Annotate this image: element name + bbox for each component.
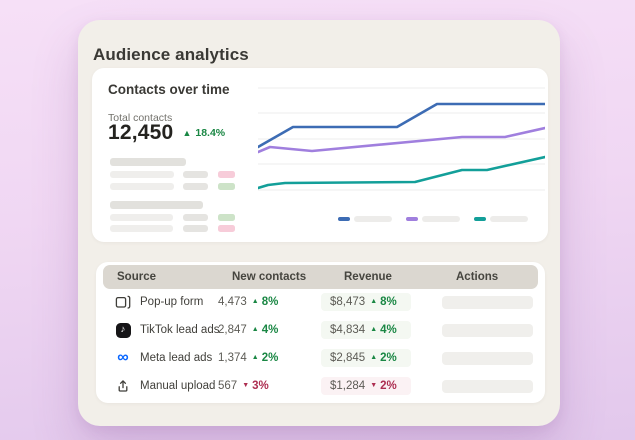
legend-label-placeholder xyxy=(354,216,392,222)
skeleton-group-header xyxy=(110,158,186,166)
manual-upload-icon xyxy=(115,378,131,394)
revenue-cell: $4,834 ▲ 4% xyxy=(321,321,442,339)
legend-label-placeholder xyxy=(490,216,528,222)
legend-swatch xyxy=(474,217,486,221)
legend-label-placeholder xyxy=(422,216,460,222)
skeleton-bar xyxy=(110,225,173,232)
revenue-delta: ▲ 8% xyxy=(370,296,397,308)
legend-swatch xyxy=(406,217,418,221)
chart-line-series-1 xyxy=(258,102,545,149)
revenue-cell: $2,845 ▲ 2% xyxy=(321,349,442,367)
revenue-cell: $1,284 ▼ 2% xyxy=(321,377,442,395)
col-header-revenue: Revenue xyxy=(344,271,392,283)
table-header-row: Source New contacts Revenue Actions xyxy=(103,265,538,289)
contacts-chart xyxy=(258,87,545,191)
up-arrow-icon: ▲ xyxy=(251,354,259,361)
action-placeholder-button[interactable] xyxy=(442,323,533,337)
contacts-delta: ▲ 4% xyxy=(251,324,279,336)
col-header-new-contacts: New contacts xyxy=(232,271,307,283)
analytics-panel: Audience analytics Contacts over time To… xyxy=(78,20,560,426)
skeleton-group-header xyxy=(110,201,203,209)
skeleton-bar xyxy=(183,225,208,232)
new-contacts-cell: 567 ▼ 3% xyxy=(218,380,269,392)
skeleton-bar xyxy=(183,171,208,178)
action-placeholder-button[interactable] xyxy=(442,379,533,393)
legend-item xyxy=(338,216,392,222)
table-row[interactable]: Manual upload 567 ▼ 3% $1,284 ▼ 2% xyxy=(96,372,545,400)
table-rows: Pop-up form 4,473 ▲ 8% $8,473 ▲ 8% ♪ TikTok lead… xyxy=(96,288,545,400)
up-arrow-icon: ▲ xyxy=(370,326,378,333)
page-title: Audience analytics xyxy=(93,45,249,64)
revenue-cell: $8,473 ▲ 8% xyxy=(321,293,442,311)
source-label: TikTok lead ads xyxy=(140,324,220,336)
contacts-delta: ▼ 3% xyxy=(242,380,269,392)
skeleton-badge-positive xyxy=(218,183,235,190)
table-row[interactable]: Pop-up form 4,473 ▲ 8% $8,473 ▲ 8% xyxy=(96,288,545,316)
metric-label: Total contacts xyxy=(108,112,173,124)
up-arrow-icon: ▲ xyxy=(370,298,378,305)
up-arrow-icon: ▲ xyxy=(370,354,378,361)
col-header-actions: Actions xyxy=(456,271,499,283)
skeleton-bar xyxy=(110,183,174,190)
contacts-delta: ▲ 8% xyxy=(251,296,279,308)
col-header-source: Source xyxy=(117,271,156,283)
skeleton-badge-negative xyxy=(218,225,235,232)
revenue-delta: ▼ 2% xyxy=(370,380,397,392)
skeleton-bar xyxy=(183,214,208,221)
legend-item xyxy=(474,216,528,222)
up-arrow-icon: ▲ xyxy=(182,127,192,138)
new-contacts-cell: 4,473 ▲ 8% xyxy=(218,296,279,308)
metric-delta: ▲ 18.4% xyxy=(182,127,226,139)
revenue-delta: ▲ 4% xyxy=(370,324,397,336)
metric-row: 12,450 ▲ 18.4% xyxy=(108,121,225,145)
skeleton-bar xyxy=(110,171,174,178)
chart-line-series-2 xyxy=(258,126,545,154)
skeleton-bar xyxy=(183,183,208,190)
action-placeholder-button[interactable] xyxy=(442,351,533,365)
table-row[interactable]: ♪ TikTok lead ads 2,847 ▲ 4% $4,834 ▲ 4% xyxy=(96,316,545,344)
source-label: Pop-up form xyxy=(140,296,204,308)
skeleton-bar xyxy=(110,214,173,221)
down-arrow-icon: ▼ xyxy=(242,382,250,389)
chart-line-series-3 xyxy=(258,155,545,190)
source-label: Manual upload xyxy=(140,380,216,392)
legend-item xyxy=(406,216,460,222)
revenue-delta: ▲ 2% xyxy=(370,352,397,364)
source-label: Meta lead ads xyxy=(140,352,213,364)
legend-swatch xyxy=(338,217,350,221)
action-placeholder-button[interactable] xyxy=(442,295,533,309)
contacts-delta: ▲ 2% xyxy=(251,352,279,364)
meta-icon: ∞ xyxy=(117,348,129,366)
popup-form-icon xyxy=(115,294,131,310)
card-title: Contacts over time xyxy=(108,82,230,97)
new-contacts-cell: 1,374 ▲ 2% xyxy=(218,352,279,364)
table-row[interactable]: ∞ Meta lead ads 1,374 ▲ 2% $2,845 ▲ 2% xyxy=(96,344,545,372)
metric-value: 12,450 xyxy=(108,121,174,144)
up-arrow-icon: ▲ xyxy=(251,298,259,305)
tiktok-icon: ♪ xyxy=(115,322,131,338)
sources-table-card: Source New contacts Revenue Actions Pop-… xyxy=(96,262,545,403)
new-contacts-cell: 2,847 ▲ 4% xyxy=(218,324,279,336)
contacts-over-time-card: Contacts over time Total contacts 12,450… xyxy=(92,68,548,242)
chart-legend xyxy=(338,216,528,222)
skeleton-badge-positive xyxy=(218,214,235,221)
down-arrow-icon: ▼ xyxy=(370,382,378,389)
skeleton-badge-negative xyxy=(218,171,235,178)
up-arrow-icon: ▲ xyxy=(251,326,259,333)
